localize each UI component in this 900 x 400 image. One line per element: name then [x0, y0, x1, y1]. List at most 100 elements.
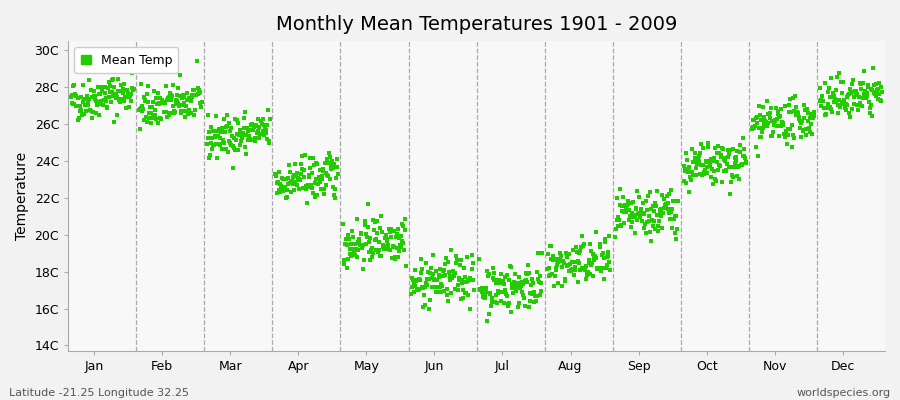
Point	[506, 290, 520, 297]
Point	[416, 285, 430, 291]
Point	[482, 290, 497, 296]
Point	[291, 177, 305, 183]
Point	[553, 256, 567, 263]
Point	[816, 98, 831, 104]
Point	[429, 268, 444, 275]
Point	[683, 169, 698, 175]
Point	[301, 184, 315, 190]
Point	[424, 265, 438, 272]
Point	[618, 205, 633, 212]
Point	[453, 262, 467, 268]
Point	[763, 115, 778, 122]
Point	[113, 82, 128, 88]
Point	[875, 89, 889, 95]
Point	[788, 104, 803, 110]
Point	[462, 277, 476, 284]
Point	[223, 128, 238, 135]
Point	[228, 116, 242, 122]
Point	[278, 184, 293, 190]
Point	[843, 114, 858, 120]
Point	[566, 246, 580, 253]
Point	[770, 111, 785, 117]
Point	[585, 251, 599, 257]
Point	[167, 110, 182, 116]
Point	[220, 148, 235, 155]
Point	[703, 162, 717, 168]
Point	[219, 124, 233, 130]
Point	[280, 194, 294, 200]
Point	[187, 107, 202, 113]
Point	[752, 112, 767, 118]
Point	[465, 260, 480, 266]
Point	[88, 96, 103, 102]
Point	[125, 70, 140, 76]
Point	[819, 110, 833, 117]
Point	[530, 293, 544, 299]
Point	[255, 120, 269, 127]
Point	[797, 102, 812, 108]
Point	[459, 290, 473, 296]
Point	[312, 179, 327, 186]
Point	[454, 257, 468, 263]
Point	[806, 109, 821, 116]
Point	[157, 109, 171, 116]
Point	[626, 199, 641, 205]
Point	[145, 104, 159, 110]
Point	[819, 105, 833, 111]
Point	[652, 218, 666, 224]
Point	[247, 123, 261, 130]
Point	[622, 217, 636, 223]
Point	[630, 217, 644, 224]
Point	[461, 292, 475, 298]
Point	[544, 271, 559, 277]
Point	[681, 164, 696, 170]
Point	[738, 155, 752, 161]
Point	[827, 98, 842, 105]
Point	[487, 270, 501, 277]
Point	[859, 94, 873, 101]
Point	[680, 150, 694, 156]
Point	[785, 144, 799, 150]
Point	[235, 130, 249, 137]
Point	[712, 150, 726, 156]
Point	[650, 188, 664, 194]
Point	[310, 181, 325, 188]
Point	[77, 111, 92, 118]
Point	[652, 207, 667, 213]
Point	[510, 280, 525, 286]
Point	[136, 106, 150, 112]
Point	[528, 298, 543, 304]
Point	[661, 200, 675, 206]
Point	[700, 164, 715, 170]
Point	[100, 105, 114, 112]
Point	[153, 115, 167, 122]
Point	[521, 262, 535, 269]
Point	[345, 228, 359, 235]
Point	[783, 96, 797, 102]
Point	[670, 226, 684, 232]
Point	[364, 235, 378, 241]
Point	[788, 93, 802, 99]
Point	[868, 91, 883, 97]
Point	[656, 210, 670, 217]
Point	[535, 250, 549, 257]
Point	[110, 112, 124, 118]
Point	[559, 263, 573, 269]
Point	[778, 128, 793, 134]
Point	[658, 202, 672, 208]
Point	[220, 123, 235, 129]
Point	[139, 97, 153, 104]
Point	[155, 100, 169, 106]
Point	[688, 164, 703, 171]
Point	[698, 167, 712, 174]
Point	[87, 88, 102, 94]
Point	[235, 135, 249, 142]
Point	[386, 242, 400, 249]
Point	[823, 94, 837, 101]
Point	[387, 244, 401, 250]
Point	[643, 229, 657, 235]
Point	[356, 245, 370, 252]
Point	[165, 92, 179, 99]
Point	[595, 252, 609, 258]
Point	[547, 283, 562, 289]
